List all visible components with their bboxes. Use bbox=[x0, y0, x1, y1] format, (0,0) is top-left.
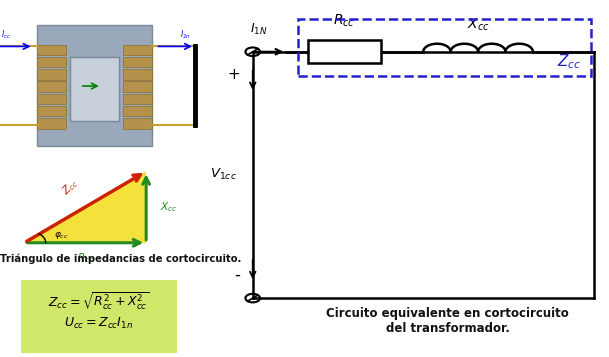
Bar bbox=[37, 106, 66, 116]
Text: $\varphi_{cc}$: $\varphi_{cc}$ bbox=[54, 230, 68, 241]
Polygon shape bbox=[24, 171, 146, 243]
Bar bbox=[123, 81, 152, 92]
Bar bbox=[37, 81, 66, 92]
Bar bbox=[123, 45, 152, 55]
FancyBboxPatch shape bbox=[21, 280, 177, 353]
Text: $Z_{cc} = \sqrt{R^2_{cc} + X^2_{cc}}$: $Z_{cc} = \sqrt{R^2_{cc} + X^2_{cc}}$ bbox=[48, 291, 150, 312]
Text: -: - bbox=[234, 266, 241, 284]
Text: $U_{cc} = Z_{cc} I_{1n}$: $U_{cc} = Z_{cc} I_{1n}$ bbox=[65, 316, 133, 331]
Text: $R_{cc}$: $R_{cc}$ bbox=[333, 13, 355, 29]
Bar bbox=[37, 45, 66, 55]
Bar bbox=[37, 69, 66, 80]
Bar bbox=[123, 118, 152, 129]
Bar bbox=[123, 57, 152, 67]
Bar bbox=[37, 25, 152, 146]
Text: $I_{1N}$: $I_{1N}$ bbox=[250, 22, 267, 37]
Text: Triángulo de impedancias de cortocircuito.: Triángulo de impedancias de cortocircuit… bbox=[0, 253, 241, 264]
Text: $I_{cc}$: $I_{cc}$ bbox=[1, 29, 11, 41]
Text: $X_{cc}$: $X_{cc}$ bbox=[466, 17, 490, 33]
Text: $X_{cc}$: $X_{cc}$ bbox=[160, 200, 177, 214]
Bar bbox=[37, 118, 66, 129]
Text: $I_{2n}$: $I_{2n}$ bbox=[180, 29, 191, 41]
Text: $Z_{cc}$: $Z_{cc}$ bbox=[59, 176, 81, 198]
Text: $R_{cc}$: $R_{cc}$ bbox=[77, 252, 94, 266]
Bar bbox=[123, 94, 152, 104]
Bar bbox=[37, 57, 66, 67]
Bar bbox=[308, 40, 381, 64]
Bar bbox=[123, 106, 152, 116]
Text: +: + bbox=[228, 67, 241, 82]
Text: $V_{1cc}$: $V_{1cc}$ bbox=[211, 167, 238, 182]
Bar bbox=[37, 94, 66, 104]
Bar bbox=[123, 69, 152, 80]
Bar bbox=[70, 57, 119, 121]
Text: Circuito equivalente en cortocircuito
del transformador.: Circuito equivalente en cortocircuito de… bbox=[326, 307, 569, 335]
Text: $Z_{cc}$: $Z_{cc}$ bbox=[557, 52, 582, 71]
